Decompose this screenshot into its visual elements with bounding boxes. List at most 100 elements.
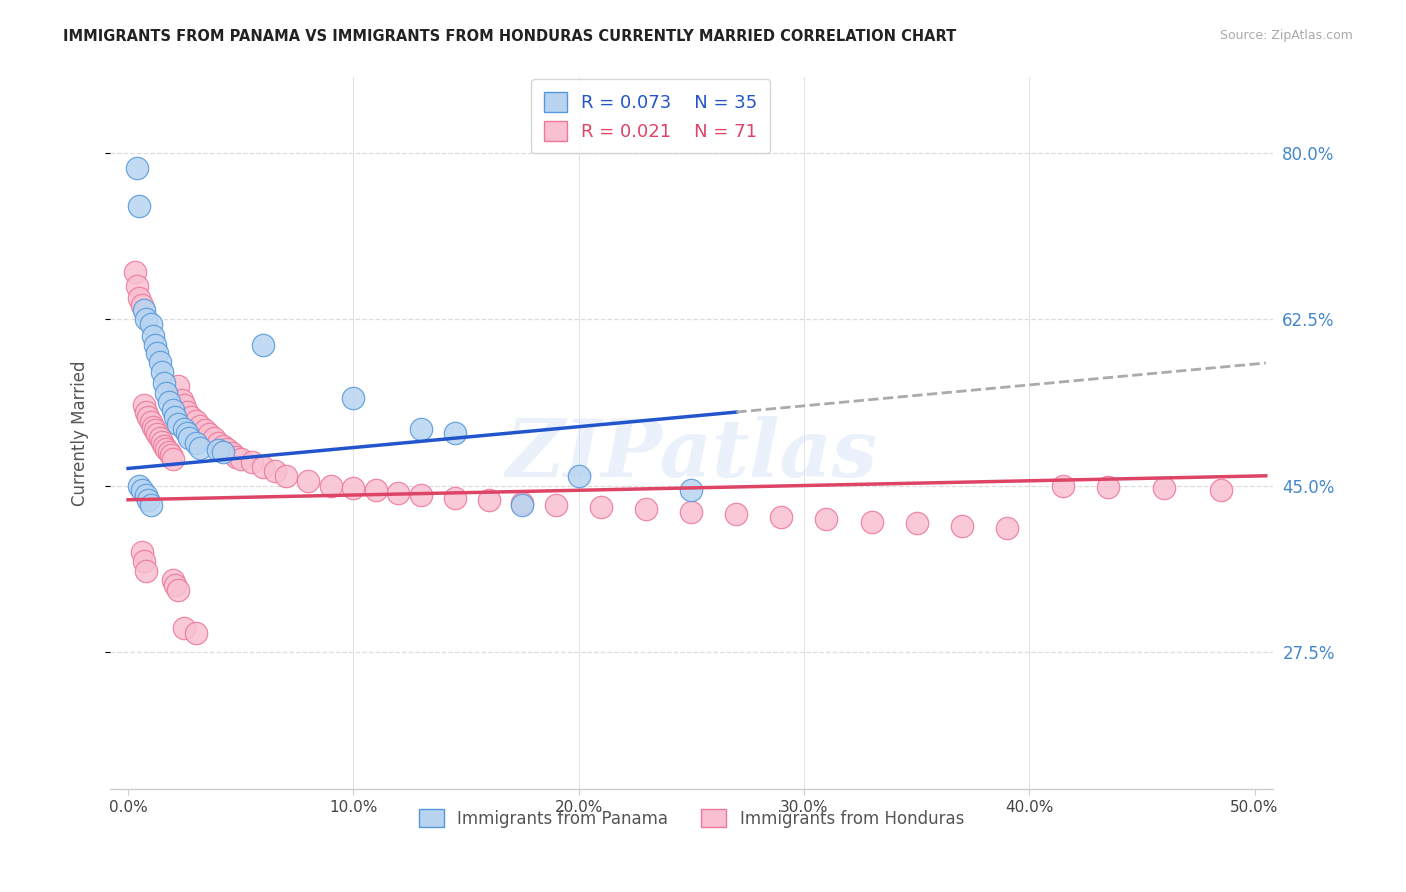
Point: [153, 376, 176, 390]
Point: [131, 483, 153, 498]
Point: [636, 502, 658, 516]
Point: [274, 469, 297, 483]
Point: [177, 431, 200, 445]
Point: [139, 415, 162, 429]
Point: [124, 265, 146, 279]
Point: [409, 488, 432, 502]
Point: [146, 345, 169, 359]
Point: [387, 486, 409, 500]
Point: [184, 435, 207, 450]
Point: [176, 426, 198, 441]
Point: [173, 421, 195, 435]
Point: [135, 312, 157, 326]
Point: [162, 574, 184, 588]
Point: [131, 298, 153, 312]
Point: [128, 291, 150, 305]
Point: [681, 483, 703, 498]
Point: [172, 393, 194, 408]
Point: [443, 426, 465, 441]
Point: [229, 452, 252, 467]
Point: [342, 482, 364, 496]
Legend: Immigrants from Panama, Immigrants from Honduras: Immigrants from Panama, Immigrants from …: [412, 803, 970, 834]
Point: [319, 478, 342, 492]
Point: [173, 621, 195, 635]
Point: [207, 443, 229, 458]
Point: [127, 161, 149, 175]
Point: [139, 317, 162, 331]
Point: [546, 498, 568, 512]
Point: [128, 198, 150, 212]
Point: [184, 414, 207, 428]
Point: [166, 417, 188, 431]
Point: [180, 410, 202, 425]
Point: [221, 446, 243, 460]
Point: [139, 498, 162, 512]
Point: [252, 338, 274, 352]
Point: [143, 338, 166, 352]
Point: [1052, 478, 1074, 492]
Point: [143, 424, 166, 438]
Point: [132, 554, 155, 568]
Text: ZIPatlas: ZIPatlas: [505, 416, 877, 493]
Point: [149, 355, 172, 369]
Point: [149, 431, 172, 445]
Point: [176, 404, 198, 418]
Point: [591, 500, 613, 515]
Point: [188, 418, 211, 433]
Point: [184, 625, 207, 640]
Point: [188, 441, 211, 455]
Point: [1097, 480, 1119, 494]
Point: [217, 442, 239, 457]
Point: [297, 474, 319, 488]
Point: [138, 492, 160, 507]
Point: [263, 464, 285, 478]
Point: [150, 434, 173, 449]
Point: [142, 419, 165, 434]
Point: [150, 365, 173, 379]
Y-axis label: Currently Married: Currently Married: [72, 360, 89, 506]
Point: [135, 488, 157, 502]
Point: [905, 516, 928, 531]
Point: [157, 445, 180, 459]
Point: [512, 498, 534, 512]
Point: [162, 402, 184, 417]
Point: [128, 478, 150, 492]
Point: [815, 512, 838, 526]
Point: [681, 505, 703, 519]
Point: [155, 385, 177, 400]
Point: [173, 398, 195, 412]
Point: [409, 421, 432, 435]
Point: [194, 424, 217, 438]
Point: [240, 455, 263, 469]
Point: [157, 395, 180, 409]
Point: [135, 404, 157, 418]
Point: [1209, 483, 1232, 498]
Point: [860, 515, 883, 529]
Point: [1153, 482, 1175, 496]
Point: [202, 431, 225, 445]
Point: [770, 509, 793, 524]
Point: [142, 328, 165, 343]
Point: [165, 410, 187, 425]
Point: [153, 439, 176, 453]
Point: [146, 427, 169, 442]
Point: [165, 578, 187, 592]
Point: [132, 302, 155, 317]
Point: [995, 521, 1018, 535]
Point: [443, 491, 465, 505]
Point: [211, 445, 233, 459]
Point: [477, 492, 499, 507]
Point: [342, 391, 364, 405]
Point: [138, 410, 160, 425]
Point: [160, 448, 183, 462]
Point: [166, 582, 188, 597]
Point: [725, 507, 748, 521]
Point: [207, 435, 229, 450]
Point: [135, 564, 157, 578]
Point: [252, 459, 274, 474]
Point: [127, 279, 149, 293]
Point: [225, 450, 247, 464]
Point: [198, 427, 221, 442]
Point: [131, 545, 153, 559]
Point: [512, 495, 534, 509]
